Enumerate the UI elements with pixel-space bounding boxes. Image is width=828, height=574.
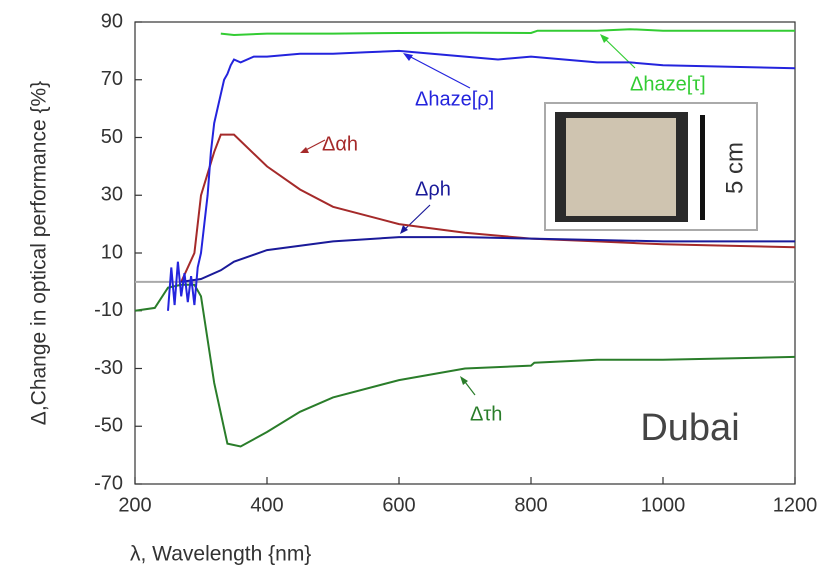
series-label: Δρh [415, 178, 451, 200]
x-tick-label: 400 [250, 494, 283, 516]
series-label: Δhaze[ρ] [415, 88, 494, 110]
y-axis-label: Δ,Change in optical performance {%} [28, 81, 51, 425]
series-label: Δαh [322, 133, 358, 155]
y-tick-label: -70 [94, 472, 123, 494]
scale-label: 5 cm [721, 142, 748, 194]
x-tick-label: 1200 [773, 494, 818, 516]
x-axis-label: λ, Wavelength {nm} [130, 543, 311, 566]
x-tick-label: 1000 [641, 494, 686, 516]
y-tick-label: -10 [94, 299, 123, 321]
x-tick-label: 600 [382, 494, 415, 516]
y-tick-label: -50 [94, 415, 123, 437]
y-tick-label: -30 [94, 357, 123, 379]
y-tick-label: 10 [101, 241, 123, 263]
series-label: Δhaze[τ] [630, 73, 706, 95]
x-tick-label: 200 [118, 494, 151, 516]
series-line [181, 236, 795, 283]
x-tick-label: 800 [514, 494, 547, 516]
series-line [167, 49, 796, 311]
inset-photo [544, 102, 758, 231]
location-label: Dubai [640, 407, 739, 449]
y-tick-label: 90 [101, 10, 123, 32]
series-label: Δτh [470, 403, 502, 425]
y-tick-label: 70 [101, 68, 123, 90]
series-line [180, 133, 796, 283]
series-line [220, 28, 795, 37]
y-tick-label: 50 [101, 126, 123, 148]
y-tick-label: 30 [101, 184, 123, 206]
